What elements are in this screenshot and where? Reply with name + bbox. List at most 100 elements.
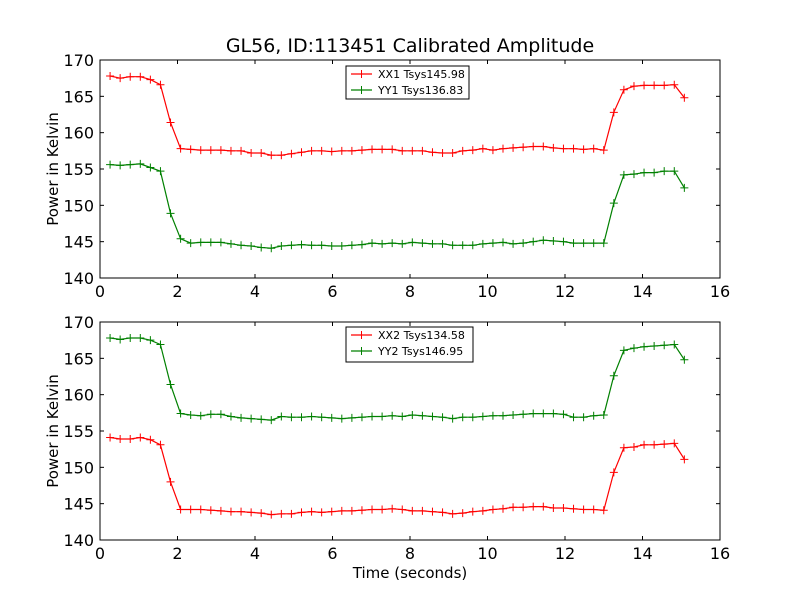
data-point: [287, 149, 296, 158]
data-point: [660, 440, 669, 449]
data-point: [297, 240, 306, 249]
data-point: [237, 146, 246, 155]
data-point: [126, 434, 135, 443]
x-tick-label: 6: [327, 282, 337, 301]
data-point: [166, 380, 175, 389]
data-point: [529, 142, 538, 151]
data-point: [579, 145, 588, 154]
data-point: [267, 510, 276, 519]
legend-box: [345, 65, 470, 100]
data-point: [257, 415, 266, 424]
data-point: [499, 411, 507, 420]
legend-label: XX2 Tsys134.58: [378, 329, 465, 342]
data-point: [146, 163, 155, 172]
data-point: [408, 238, 417, 247]
x-tick-label: 12: [555, 282, 575, 301]
data-point: [670, 80, 679, 89]
data-point: [418, 239, 427, 248]
data-point: [307, 507, 316, 516]
data-point: [478, 239, 487, 248]
data-point: [106, 433, 115, 442]
data-point: [428, 148, 437, 157]
data-point: [206, 506, 215, 515]
y-tick-label: 140: [63, 531, 94, 550]
data-point: [549, 504, 558, 513]
data-point: [629, 442, 638, 451]
data-point: [619, 346, 628, 355]
series-line-0: [110, 436, 685, 516]
y-tick-label: 160: [63, 386, 94, 405]
data-point: [589, 505, 598, 514]
y-tick-label: 155: [63, 160, 94, 179]
data-point: [317, 146, 326, 155]
data-point: [418, 506, 427, 515]
data-point: [237, 413, 246, 422]
data-point: [357, 240, 366, 249]
data-point: [529, 409, 538, 418]
legend-marker: [357, 70, 366, 78]
data-point: [539, 409, 548, 418]
x-tick-label: 2: [172, 544, 182, 563]
data-point: [428, 412, 437, 421]
data-point: [327, 413, 336, 422]
data-point: [156, 80, 165, 89]
x-tick-label: 8: [405, 544, 415, 563]
data-point: [599, 506, 608, 515]
y-tick-label: 150: [63, 458, 94, 477]
data-point: [650, 81, 659, 90]
data-point: [347, 146, 356, 155]
data-point: [176, 409, 185, 418]
data-point: [287, 413, 296, 422]
data-point: [388, 504, 397, 513]
data-point: [378, 505, 387, 514]
data-point: [267, 416, 276, 425]
data-point: [569, 239, 578, 248]
data-point: [629, 344, 638, 353]
data-point: [599, 146, 608, 155]
data-point: [609, 199, 618, 208]
data-point: [267, 244, 276, 253]
data-point: [116, 335, 125, 344]
data-point: [146, 435, 155, 444]
x-tick-label: 14: [632, 282, 652, 301]
data-point: [509, 143, 518, 152]
x-tick-label: 16: [710, 282, 730, 301]
data-point: [357, 413, 366, 422]
data-point: [438, 508, 447, 517]
data-point: [317, 413, 326, 422]
x-tick-label: 0: [95, 544, 105, 563]
data-point: [136, 333, 145, 342]
x-tick-label: 10: [477, 282, 497, 301]
data-point: [156, 440, 165, 449]
y-tick-label: 155: [63, 422, 94, 441]
data-point: [226, 507, 235, 516]
data-point: [116, 74, 125, 83]
data-point: [499, 504, 507, 513]
data-point: [277, 242, 286, 251]
data-point: [660, 341, 669, 350]
data-point: [206, 238, 215, 247]
data-point: [539, 142, 548, 151]
data-point: [388, 239, 397, 248]
data-point: [670, 439, 679, 448]
data-point: [307, 146, 316, 155]
legend-box: [345, 326, 474, 363]
legend-marker: [357, 86, 366, 94]
data-point: [670, 167, 679, 176]
data-point: [680, 183, 689, 192]
data-point: [418, 411, 427, 420]
data-point: [458, 241, 467, 250]
data-point: [126, 72, 135, 81]
data-point: [549, 409, 558, 418]
data-point: [388, 145, 397, 154]
legend-marker: [357, 347, 366, 355]
data-point: [287, 509, 296, 518]
data-point: [378, 412, 387, 421]
data-point: [438, 413, 447, 422]
data-point: [216, 146, 225, 155]
data-point: [468, 241, 477, 250]
data-point: [640, 342, 649, 351]
data-point: [398, 505, 407, 514]
data-point: [539, 236, 548, 245]
data-point: [327, 242, 336, 251]
